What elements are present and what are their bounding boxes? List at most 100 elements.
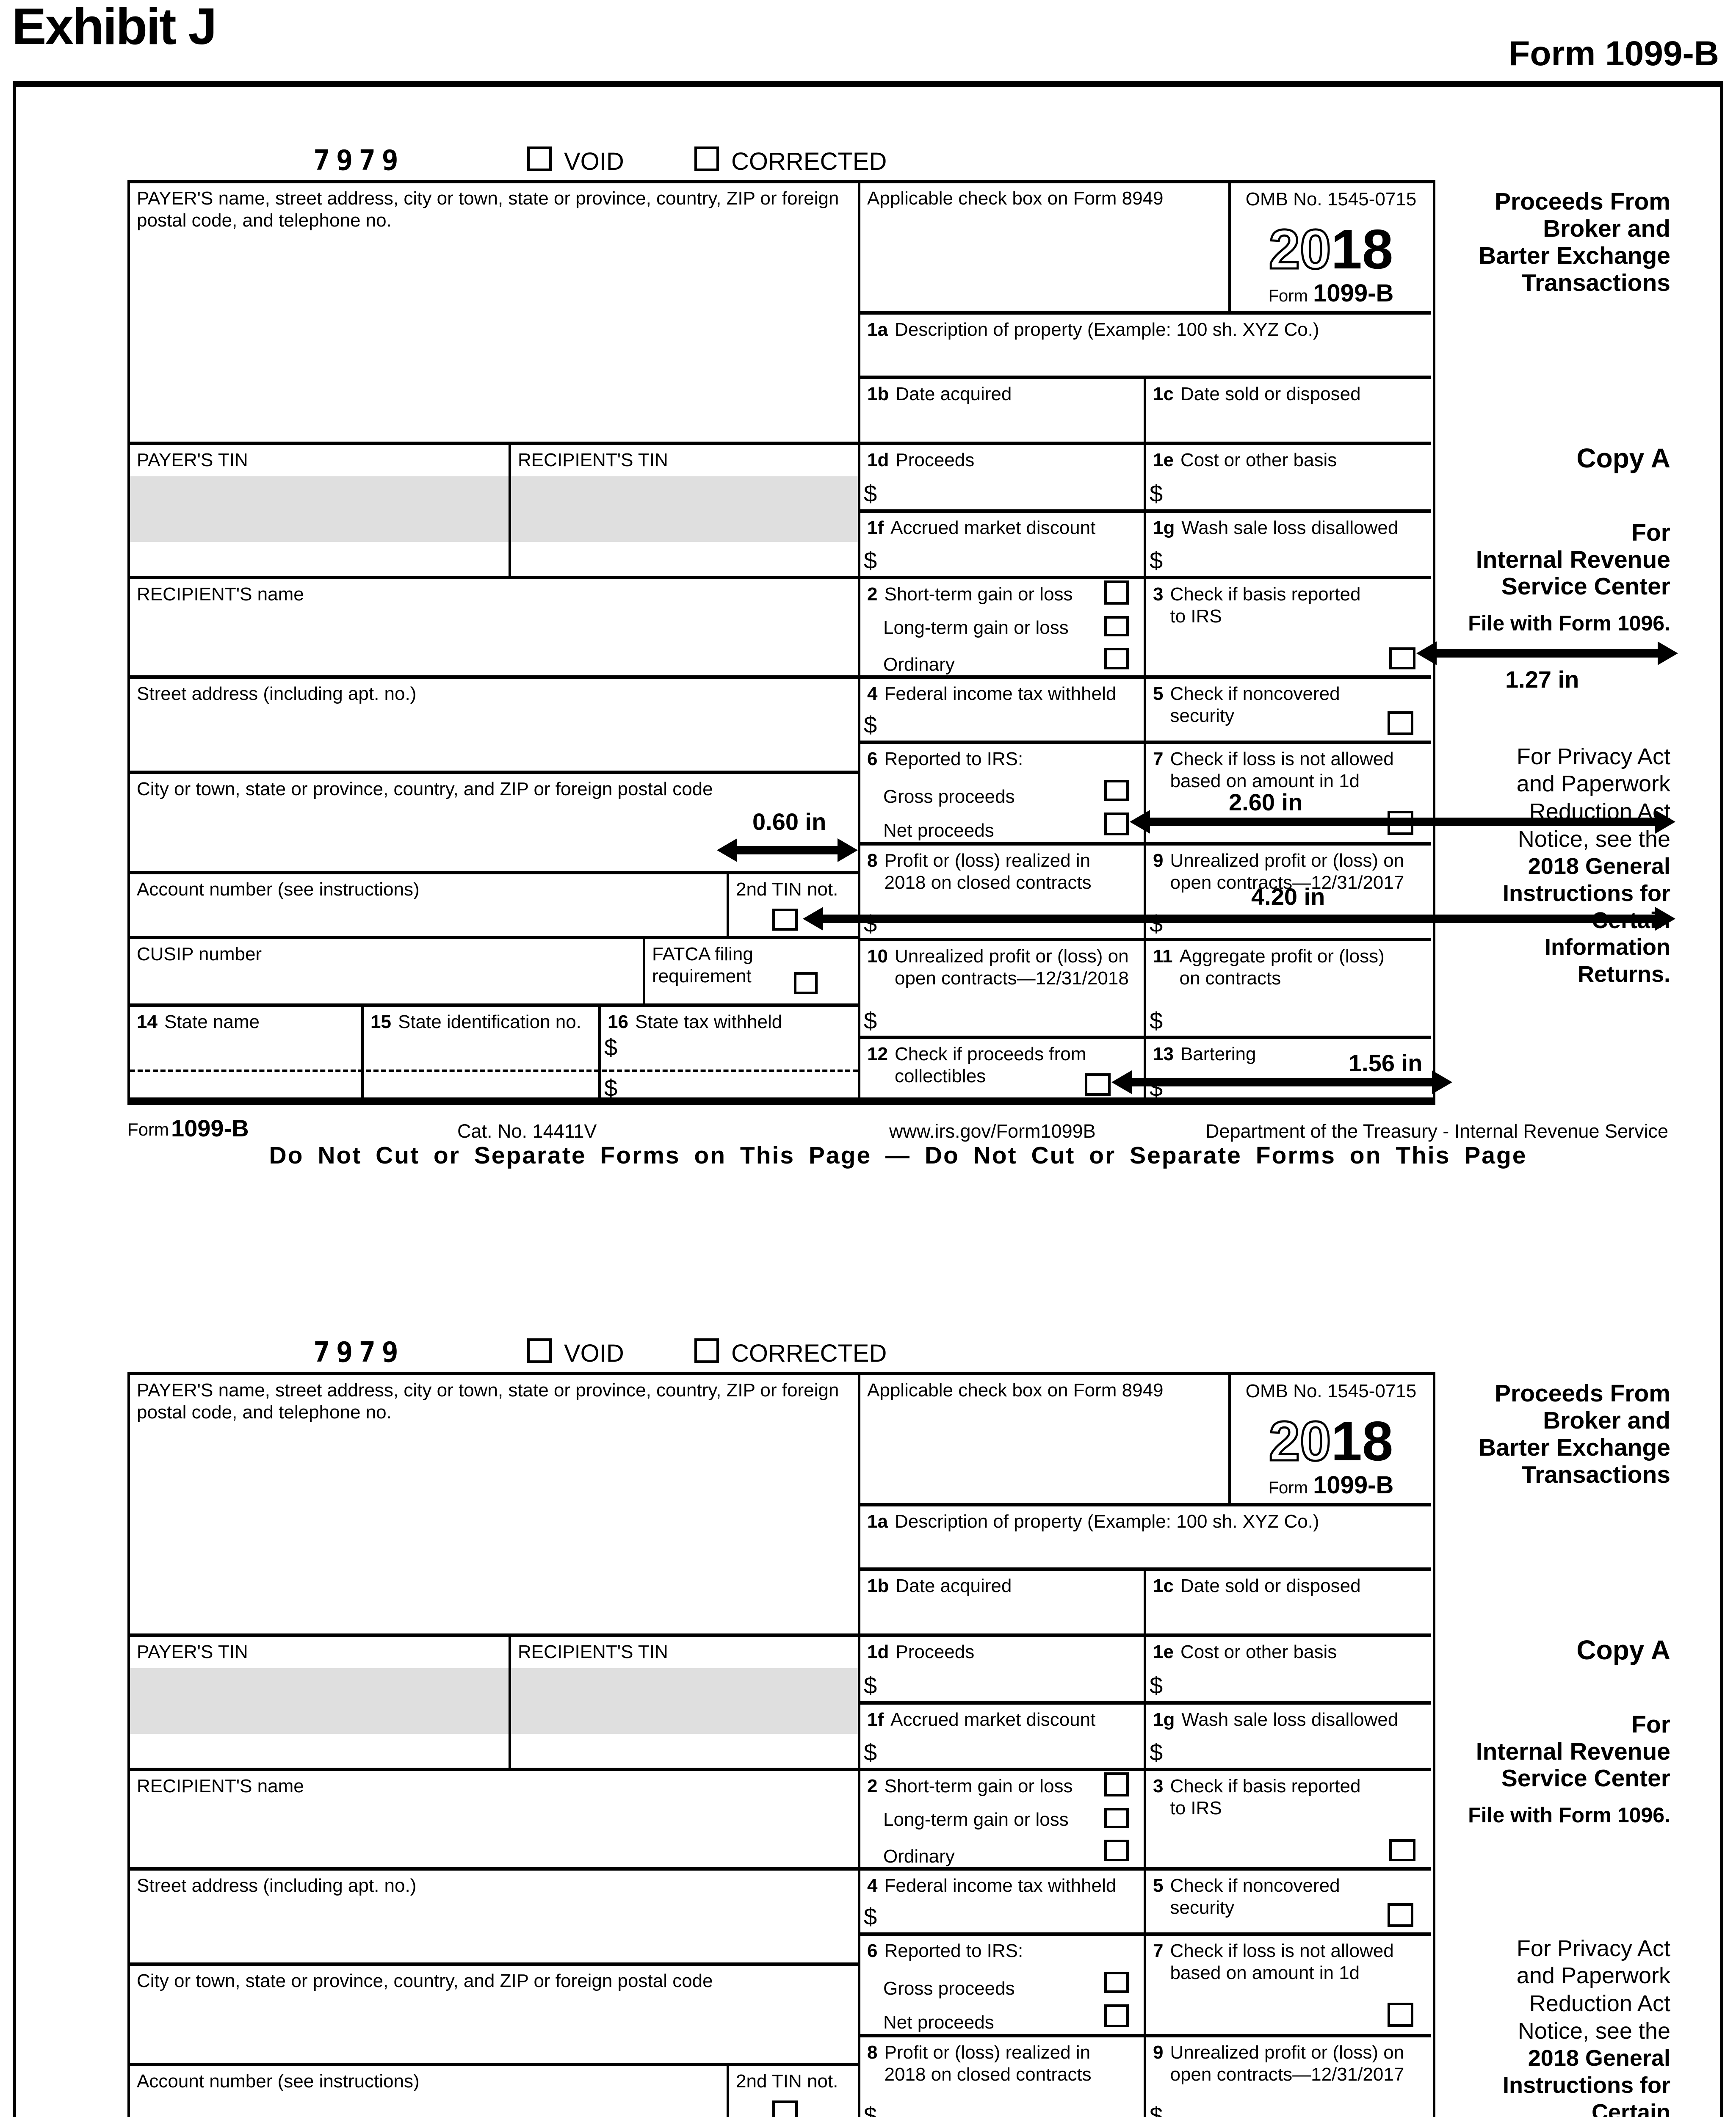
box-number: 9 xyxy=(1153,2042,1164,2063)
box-9-unrealized-2017: 9 Unrealized profit or (loss) on open co… xyxy=(1144,2034,1431,2117)
applicable-checkbox-label: Applicable check box on Form 8949 xyxy=(867,1380,1164,1401)
ordinary-checkbox[interactable] xyxy=(1104,1840,1129,1861)
box-number: 15 xyxy=(370,1012,391,1032)
box-label: Accrued market discount xyxy=(890,1709,1096,1730)
form-print-code: 7979 xyxy=(313,144,404,177)
instructions-line: Certain xyxy=(1591,2100,1670,2117)
box-1e-cost-basis: 1e Cost or other basis xyxy=(1144,442,1431,509)
payer-info-label: PAYER'S name, street address, city or to… xyxy=(137,188,839,231)
collectibles-checkbox[interactable] xyxy=(1085,1073,1111,1096)
privacy-line: Notice, see the xyxy=(1518,2018,1670,2044)
dollar-sign: $ xyxy=(864,2102,877,2117)
form-number: 1099-B xyxy=(1313,279,1394,307)
corrected-checkbox[interactable] xyxy=(694,146,719,171)
noncovered-checkbox[interactable] xyxy=(1388,711,1413,735)
instructions-line: 2018 General xyxy=(1528,854,1670,879)
gross-proceeds-checkbox[interactable] xyxy=(1104,780,1129,801)
short-term-checkbox[interactable] xyxy=(1104,1772,1129,1796)
net-proceeds-checkbox[interactable] xyxy=(1104,2004,1129,2027)
basis-reported-checkbox[interactable] xyxy=(1389,1839,1415,1861)
box-5-noncovered: 5 Check if noncovered security xyxy=(1144,1867,1431,1932)
box-label: Federal income tax withheld xyxy=(884,683,1117,704)
box-label: Cost or other basis xyxy=(1180,450,1337,470)
box-label: Wash sale loss disallowed xyxy=(1181,1709,1399,1730)
margin-proceeds-line: Proceeds From xyxy=(1495,188,1670,215)
box-label: Federal income tax withheld xyxy=(884,1875,1117,1896)
measure-0-60-label: 0.60 in xyxy=(752,808,827,835)
long-term-checkbox[interactable] xyxy=(1104,616,1129,636)
second-tin-checkbox[interactable] xyxy=(772,2100,798,2117)
box-label: Wash sale loss disallowed xyxy=(1181,517,1399,538)
tax-year: 2018 xyxy=(1231,216,1431,282)
form-number: 1099-B xyxy=(1313,1471,1394,1499)
box-label: Reported to IRS: xyxy=(884,749,1023,769)
box-label: Cost or other basis xyxy=(1180,1642,1337,1662)
box-number: 13 xyxy=(1153,1044,1174,1064)
margin-proceeds-line: Barter Exchange xyxy=(1478,1434,1670,1461)
ordinary-checkbox[interactable] xyxy=(1104,648,1129,669)
box-8-profit-closed: 8 Profit or (loss) realized in 2018 on c… xyxy=(858,2034,1144,2117)
box-16-state-tax: 16 State tax withheld xyxy=(598,1003,858,1097)
dollar-sign: $ xyxy=(604,1075,618,1101)
void-checkbox[interactable] xyxy=(527,146,552,171)
box-7-loss-not-allowed: 7 Check if loss is not allowed based on … xyxy=(1144,1932,1431,2034)
dollar-sign: $ xyxy=(1150,1739,1163,1766)
dollar-sign: $ xyxy=(1150,547,1163,574)
page-form-title: Form 1099-B xyxy=(1509,34,1719,73)
omb-number: OMB No. 1545-0715 xyxy=(1245,189,1417,210)
loss-not-allowed-checkbox[interactable] xyxy=(1388,2003,1413,2027)
year-outline: 20 xyxy=(1268,1409,1332,1473)
margin-proceeds-line: Barter Exchange xyxy=(1478,242,1670,269)
dollar-sign: $ xyxy=(864,910,877,937)
box-number: 1d xyxy=(867,450,889,470)
recipient-name-box: RECIPIENT'S name xyxy=(130,1768,858,1867)
margin-proceeds-line: Proceeds From xyxy=(1495,1380,1670,1407)
do-not-cut-banner: Do Not Cut or Separate Forms on This Pag… xyxy=(269,1142,1527,1169)
corrected-checkbox[interactable] xyxy=(694,1338,719,1363)
recipient-name-label: RECIPIENT'S name xyxy=(137,1776,304,1796)
box-label: Date sold or disposed xyxy=(1180,384,1361,404)
footer-url[interactable]: www.irs.gov/Form1099B xyxy=(889,1120,1096,1142)
gross-proceeds-checkbox[interactable] xyxy=(1104,1972,1129,1993)
basis-reported-checkbox[interactable] xyxy=(1389,647,1415,669)
box-label: Aggregate profit or (loss) on contracts xyxy=(1179,946,1385,989)
box-number: 3 xyxy=(1153,1776,1164,1796)
footer-department: Department of the Treasury - Internal Re… xyxy=(1205,1120,1668,1142)
account-number-label: Account number (see instructions) xyxy=(137,879,420,900)
box-6-reported-to-irs: 6 Reported to IRS: xyxy=(858,741,1144,842)
state-row-dashed-divider xyxy=(130,1070,858,1072)
box-number: 7 xyxy=(1153,1940,1164,1961)
margin-proceeds-line: Broker and xyxy=(1543,1407,1670,1434)
fatca-checkbox[interactable] xyxy=(794,972,818,994)
measure-1-27-arrow xyxy=(1433,649,1658,658)
noncovered-checkbox[interactable] xyxy=(1388,1903,1413,1927)
box-label: Check if loss is not allowed based on am… xyxy=(1170,749,1394,791)
box-1f-accrued-discount: 1f Accrued market discount xyxy=(858,1701,1144,1768)
measure-0-60-arrow xyxy=(734,846,841,854)
recipient-tin-label: RECIPIENT'S TIN xyxy=(518,450,668,470)
copy-a-label: Copy A xyxy=(1576,1635,1670,1665)
box-number: 1c xyxy=(1153,384,1174,404)
street-address-box: Street address (including apt. no.) xyxy=(130,1867,858,1962)
margin-proceeds-line: Broker and xyxy=(1543,215,1670,242)
box-number: 4 xyxy=(867,1875,878,1896)
corrected-label: CORRECTED xyxy=(731,148,887,175)
box-number: 10 xyxy=(867,946,888,967)
second-tin-checkbox[interactable] xyxy=(772,909,798,931)
dollar-sign: $ xyxy=(604,1034,618,1061)
box-number: 1b xyxy=(867,384,889,404)
box-label: Date acquired xyxy=(896,1575,1012,1596)
privacy-line: For Privacy Act xyxy=(1516,744,1670,769)
short-term-checkbox[interactable] xyxy=(1104,580,1129,605)
arrow-right-icon xyxy=(1432,1070,1452,1094)
applicable-checkbox-box: Applicable check box on Form 8949 xyxy=(858,1375,1228,1503)
long-term-checkbox[interactable] xyxy=(1104,1808,1129,1828)
box-15-state-id: 15 State identification no. xyxy=(361,1003,598,1097)
payer-tin-box: PAYER'S TIN xyxy=(130,442,509,576)
privacy-line: Reduction Act xyxy=(1529,1991,1670,2016)
box-label: Unrealized profit or (loss) on open cont… xyxy=(894,946,1129,989)
box-label: State identification no. xyxy=(398,1012,581,1032)
net-proceeds-checkbox[interactable] xyxy=(1104,813,1129,835)
void-checkbox[interactable] xyxy=(527,1338,552,1363)
box-label: Accrued market discount xyxy=(890,517,1096,538)
